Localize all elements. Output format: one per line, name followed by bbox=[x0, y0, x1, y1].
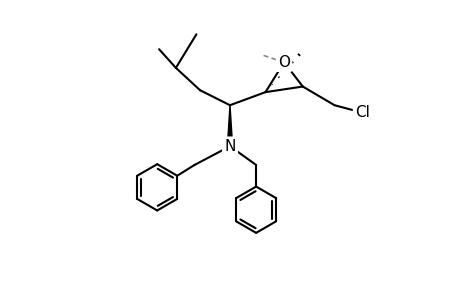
Text: O: O bbox=[278, 55, 290, 70]
Text: Cl: Cl bbox=[354, 105, 369, 120]
Polygon shape bbox=[227, 105, 232, 146]
Text: N: N bbox=[224, 139, 235, 154]
